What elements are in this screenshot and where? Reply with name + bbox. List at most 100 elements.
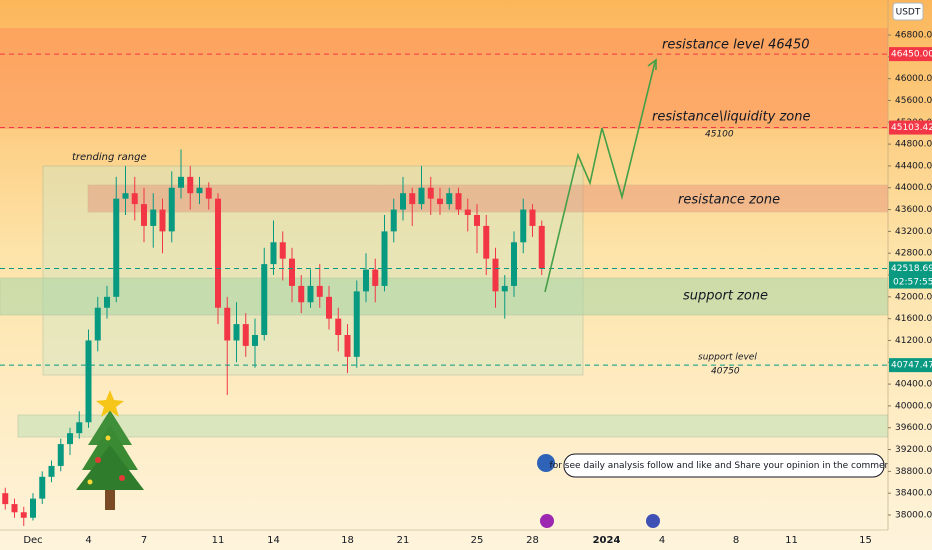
y-tick-label: 41200.00 — [895, 336, 932, 346]
y-tick-label: 40400.00 — [895, 380, 932, 390]
x-tick-label: 11 — [785, 535, 798, 546]
candle-body — [94, 307, 101, 341]
annotation: support zone — [683, 289, 768, 304]
candle-body — [168, 187, 175, 232]
x-tick-label: 25 — [471, 535, 484, 546]
candle-body — [30, 498, 36, 518]
candle-body — [372, 269, 379, 286]
x-tick-label: 18 — [341, 535, 354, 546]
y-tick-label: 43200.00 — [895, 227, 932, 237]
candle-body — [446, 193, 453, 205]
event-icon[interactable] — [646, 514, 660, 528]
y-tick-label: 44800.00 — [895, 140, 932, 150]
candle-body — [131, 193, 138, 205]
price-label-box — [889, 120, 932, 135]
y-tick-label: 44000.00 — [895, 183, 932, 193]
candle-body — [279, 242, 286, 259]
candle-body — [122, 193, 129, 199]
x-tick-label: 4 — [659, 535, 665, 546]
candle-body — [501, 285, 508, 292]
x-tick-label: 7 — [141, 535, 147, 546]
candle-body — [2, 493, 9, 505]
candle-body — [76, 422, 83, 434]
annotation: 40750 — [711, 367, 740, 377]
annotation: trending range — [72, 152, 147, 163]
price-label: 46450.00 — [891, 50, 932, 60]
candle-body — [48, 465, 55, 477]
y-tick-label: 42000.00 — [895, 292, 932, 302]
candle-body — [363, 269, 369, 292]
price-label: 40747.47 — [891, 361, 932, 371]
candle-body — [335, 318, 342, 336]
candle-body — [538, 225, 545, 269]
candle-body — [427, 187, 434, 199]
price-label-box — [889, 358, 932, 373]
candle-body — [141, 204, 147, 226]
x-tick-label: 4 — [85, 535, 91, 546]
candle-body — [67, 433, 73, 445]
candle-body — [455, 193, 462, 210]
x-tick-label: 15 — [859, 535, 872, 546]
projection-arrowhead — [647, 58, 657, 70]
projection-path — [544, 61, 656, 293]
y-tick-label: 38000.00 — [895, 511, 932, 521]
price-label: 42518.69 — [891, 264, 932, 274]
candle-body — [316, 285, 323, 297]
candle-body — [353, 291, 360, 357]
candle-body — [242, 324, 249, 346]
y-tick-label: 42800.00 — [895, 249, 932, 259]
candle-body — [39, 476, 46, 499]
y-tick-label: 43600.00 — [895, 205, 932, 215]
y-tick-label: 40000.00 — [895, 401, 932, 411]
candle-body — [529, 209, 536, 226]
candle-body — [298, 285, 305, 303]
candle-body — [390, 209, 397, 232]
y-tick-label: 38400.00 — [895, 489, 932, 499]
comment-box: for see daily analysis follow and like a… — [537, 453, 899, 478]
candle-body — [289, 258, 295, 286]
y-tick-label: 41600.00 — [895, 314, 932, 324]
candle-body — [205, 187, 212, 199]
candle-body — [150, 209, 157, 226]
x-tick-label: Dec — [23, 535, 42, 546]
x-tick-label: 21 — [397, 535, 410, 546]
x-tick-label: 2024 — [593, 535, 621, 546]
currency-label: USDT — [896, 8, 921, 18]
y-tick-label: 39600.00 — [895, 423, 932, 433]
candle-body — [11, 504, 18, 513]
candle-body — [483, 225, 490, 259]
y-tick-label: 44400.00 — [895, 161, 932, 171]
countdown: 02:57:55 — [893, 278, 932, 288]
candle-body — [261, 264, 268, 336]
event-icon[interactable] — [540, 514, 554, 528]
candle-body — [20, 512, 27, 518]
candle-body — [511, 242, 517, 286]
candle-body — [159, 209, 166, 232]
candle-body — [252, 335, 258, 346]
candle-body — [187, 176, 194, 194]
candle-body — [113, 198, 120, 297]
y-tick-label: 45600.00 — [895, 96, 932, 106]
y-tick-label: 46800.00 — [895, 31, 932, 41]
candle-body — [474, 215, 480, 226]
candle-body — [196, 187, 203, 194]
candle-body — [400, 193, 406, 210]
annotation: resistance level 46450 — [662, 38, 809, 53]
annotation: resistance\liquidity zone — [652, 110, 810, 125]
x-tick-label: 14 — [267, 535, 280, 546]
liquidity-band — [0, 28, 888, 129]
candle-body — [307, 285, 314, 303]
price-label-box — [889, 47, 932, 62]
countdown-box — [889, 275, 932, 289]
candle-body — [418, 187, 425, 205]
candle-body — [409, 193, 416, 205]
candle-body — [381, 231, 388, 286]
annotation: resistance zone — [678, 193, 780, 208]
christmas-tree — [76, 390, 144, 510]
currency-button[interactable] — [892, 2, 924, 21]
candle-body — [492, 258, 499, 292]
candle-body — [215, 198, 221, 308]
candle-body — [104, 296, 110, 308]
candle-body — [178, 176, 184, 188]
